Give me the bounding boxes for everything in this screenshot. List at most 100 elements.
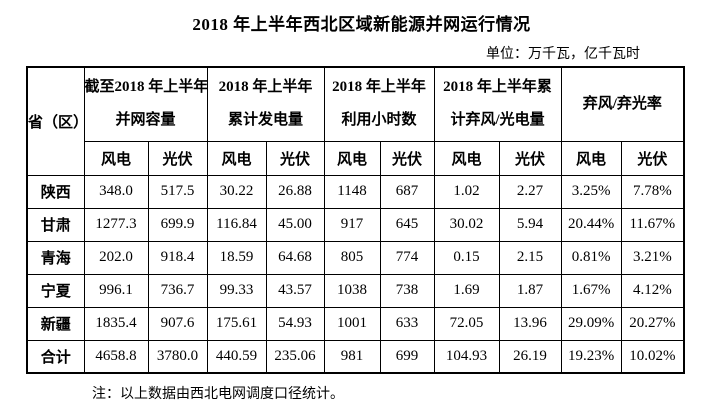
table-cell: 348.0 (83, 174, 149, 209)
group-header-line: 利用小时数 (341, 112, 417, 129)
sub-header-solar: 光伏 (498, 140, 562, 176)
group-header-line: 2018 年上半年 (332, 79, 426, 96)
table-cell: 175.61 (206, 306, 267, 341)
table-cell: 20.44% (560, 207, 622, 242)
table-row-xinjiang: 新疆 1835.4 907.6 175.61 54.93 1001 633 72… (26, 306, 685, 341)
table-cell: 517.5 (147, 174, 208, 209)
sub-header-wind: 风电 (83, 140, 149, 176)
table-cell: 54.93 (265, 306, 325, 341)
group-header-line: 截至2018 年上半年 (84, 79, 208, 96)
table-cell: 29.09% (560, 306, 622, 341)
group-header-line: 2018 年上半年 (218, 79, 313, 96)
energy-grid-table: 省（区） 截至2018 年上半年 并网容量 2018 年上半年 累计发电量 20… (26, 66, 686, 374)
header-sub-row: 风电 光伏 风电 光伏 风电 光伏 风电 光伏 风电 光伏 (27, 140, 685, 176)
table-cell: 30.02 (433, 207, 500, 242)
table-cell: 1835.4 (83, 306, 149, 341)
table-cell: 26.88 (265, 174, 325, 209)
table-cell: 645 (379, 207, 435, 242)
page-title: 2018 年上半年西北区域新能源并网运行情况 (192, 15, 531, 34)
sub-header-solar: 光伏 (147, 140, 208, 176)
sub-header-solar: 光伏 (620, 140, 685, 176)
table-cell: 996.1 (83, 273, 149, 308)
group-header-line: 并网容量 (115, 112, 176, 129)
table-cell: 202.0 (83, 240, 149, 275)
table-cell: 0.15 (433, 240, 500, 275)
table-row-shaanxi: 陕西 348.0 517.5 30.22 26.88 1148 687 1.02… (26, 174, 685, 209)
table-cell: 907.6 (147, 306, 208, 341)
table-cell: 918.4 (147, 240, 208, 275)
table-cell: 440.59 (206, 339, 267, 374)
table-cell: 2.27 (498, 174, 562, 209)
province-label: 宁夏 (26, 273, 85, 308)
table-cell: 3.25% (560, 174, 622, 209)
group-header-curtailed-energy: 2018 年上半年累 计弃风/光电量 (433, 66, 562, 142)
table-row-gansu: 甘肃 1277.3 699.9 116.84 45.00 917 645 30.… (26, 207, 685, 242)
group-header-line: 累计发电量 (228, 112, 304, 129)
table-cell: 4.12% (620, 273, 685, 308)
table-cell: 99.33 (206, 273, 267, 308)
group-header-generation: 2018 年上半年 累计发电量 (206, 66, 325, 142)
sub-header-wind: 风电 (433, 140, 500, 176)
table-cell: 917 (323, 207, 381, 242)
table-cell: 805 (323, 240, 381, 275)
table-cell: 699.9 (147, 207, 208, 242)
header-group-row: 省（区） 截至2018 年上半年 并网容量 2018 年上半年 累计发电量 20… (26, 66, 685, 176)
table-cell: 1.67% (560, 273, 622, 308)
table-cell: 72.05 (433, 306, 500, 341)
table-cell: 1277.3 (83, 207, 149, 242)
table-cell: 116.84 (206, 207, 267, 242)
table-cell: 43.57 (265, 273, 325, 308)
table-cell: 235.06 (265, 339, 325, 374)
table-cell: 7.78% (620, 174, 685, 209)
table-row-ningxia: 宁夏 996.1 736.7 99.33 43.57 1038 738 1.69… (26, 273, 685, 308)
table-cell: 738 (379, 273, 435, 308)
table-cell: 1.02 (433, 174, 500, 209)
province-label: 青海 (26, 240, 85, 275)
sub-header-wind: 风电 (206, 140, 267, 176)
table-cell: 5.94 (498, 207, 562, 242)
table-cell: 4658.8 (83, 339, 149, 374)
table-cell: 633 (379, 306, 435, 341)
group-header-capacity: 截至2018 年上半年 并网容量 (83, 66, 208, 142)
sub-header-solar: 光伏 (379, 140, 435, 176)
table-cell: 2.15 (498, 240, 562, 275)
sub-header-wind: 风电 (560, 140, 622, 176)
table-cell: 104.93 (433, 339, 500, 374)
table-cell: 3.21% (620, 240, 685, 275)
table-cell: 13.96 (498, 306, 562, 341)
group-header-hours: 2018 年上半年 利用小时数 (323, 66, 435, 142)
table-cell: 45.00 (265, 207, 325, 242)
sub-header-solar: 光伏 (265, 140, 325, 176)
table-cell: 20.27% (620, 306, 685, 341)
table-cell: 736.7 (147, 273, 208, 308)
table-cell: 1001 (323, 306, 381, 341)
group-header-line: 计弃风/光电量 (450, 112, 545, 129)
table-cell: 30.22 (206, 174, 267, 209)
table-cell: 3780.0 (147, 339, 208, 374)
group-header-curtailment-rate: 弃风/弃光率 (560, 66, 685, 142)
table-cell: 0.81% (560, 240, 622, 275)
table-row-total: 合计 4658.8 3780.0 440.59 235.06 981 699 1… (26, 339, 685, 374)
table-cell: 774 (379, 240, 435, 275)
footnote: 注：以上数据由西北电网调度口径统计。 (92, 387, 344, 402)
unit-note: 单位：万千瓦，亿千瓦时 (486, 47, 640, 62)
sub-header-wind: 风电 (323, 140, 381, 176)
province-label: 新疆 (26, 306, 85, 341)
table-cell: 1038 (323, 273, 381, 308)
province-label: 陕西 (26, 174, 85, 209)
table-cell: 699 (379, 339, 435, 374)
table-cell: 26.19 (498, 339, 562, 374)
table-cell: 19.23% (560, 339, 622, 374)
table-cell: 18.59 (206, 240, 267, 275)
table-row-qinghai: 青海 202.0 918.4 18.59 64.68 805 774 0.15 … (26, 240, 685, 275)
group-header-line: 弃风/弃光率 (582, 95, 662, 112)
table-cell: 1148 (323, 174, 381, 209)
table-cell: 687 (379, 174, 435, 209)
table-cell: 1.87 (498, 273, 562, 308)
table-cell: 11.67% (620, 207, 685, 242)
province-label: 甘肃 (26, 207, 85, 242)
corner-header: 省（区） (26, 66, 85, 176)
table-cell: 981 (323, 339, 381, 374)
total-label: 合计 (26, 339, 85, 374)
